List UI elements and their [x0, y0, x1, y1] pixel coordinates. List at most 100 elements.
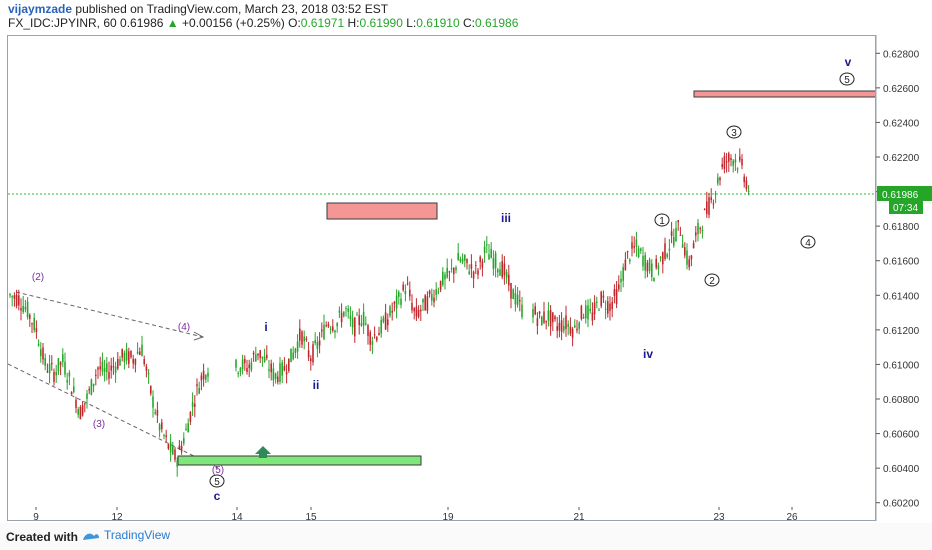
candle-body [22, 305, 24, 313]
price-tick-label: 0.60600 [883, 430, 920, 441]
candle-body [90, 379, 93, 395]
candle-body [154, 412, 156, 414]
published-text: published on TradingView.com, March 23, … [75, 2, 389, 16]
tradingview-logo-icon [82, 529, 100, 541]
candle-body [239, 367, 242, 373]
resistance-zone-2[interactable] [693, 90, 875, 98]
time-tick-label: 26 [786, 512, 798, 523]
candle-body [301, 331, 303, 345]
candle-body [461, 258, 464, 263]
candle-body [294, 348, 297, 353]
candle-body [437, 291, 440, 293]
candle-body [457, 253, 459, 261]
candle-body [679, 234, 682, 236]
candle-body [492, 258, 495, 270]
candle-body [128, 351, 130, 364]
candle-body [648, 259, 651, 271]
candle-body [55, 371, 57, 376]
candle-body [475, 264, 477, 266]
candle-body [371, 341, 374, 345]
candle-body [653, 277, 655, 282]
countdown-label: 07:34 [893, 203, 918, 214]
candle-body [433, 297, 435, 303]
price-tick-label: 0.61600 [883, 257, 920, 268]
candle-body [409, 289, 411, 297]
candle-body [18, 295, 20, 306]
candle-body [169, 441, 172, 453]
candle-body [686, 250, 688, 265]
candle-body [673, 237, 675, 246]
candle-body [472, 271, 475, 279]
candle-body [439, 280, 442, 290]
support-zone[interactable] [177, 455, 422, 466]
candle-body [494, 253, 497, 268]
candle-body [514, 292, 517, 305]
candle-body [310, 358, 312, 362]
candle-body [191, 402, 194, 407]
candle-body [35, 328, 38, 333]
chart-pane[interactable]: (2) (3) (4) (5) 5 c i ii iii iv v 1 2 3 4 5 [7, 35, 876, 521]
candle-body [675, 227, 677, 241]
candle-body [596, 301, 598, 303]
candle-body [114, 366, 117, 373]
candle-body [723, 155, 726, 169]
candle-body [119, 359, 121, 366]
wave-label: ii [313, 378, 320, 392]
candle-body [413, 308, 415, 312]
candle-body [545, 320, 547, 323]
candle-body [97, 367, 99, 370]
author-name[interactable]: vijaymzade [8, 2, 73, 16]
candle-body [332, 326, 334, 331]
candle-body [81, 405, 84, 416]
trendline-upper [15, 291, 204, 338]
candle-body [712, 203, 715, 205]
candle-body [360, 323, 363, 326]
candle-body [497, 269, 499, 273]
candle-body [646, 262, 649, 272]
candle-body [205, 375, 207, 380]
candle-body [279, 363, 281, 382]
candle-body [629, 259, 631, 262]
candle-body [481, 261, 484, 268]
candle-body [446, 267, 448, 278]
price-tick-label: 0.60200 [883, 499, 920, 510]
wave-label: v [845, 55, 852, 69]
candle-body [615, 289, 618, 304]
time-tick-label: 15 [305, 512, 317, 523]
candle-body [516, 294, 519, 305]
candle-body [88, 389, 90, 391]
wave-label: iii [501, 211, 511, 225]
candle-body [521, 304, 523, 318]
price-tick-label: 0.61800 [883, 222, 920, 233]
candle-body [77, 409, 79, 415]
candle-body [156, 409, 159, 416]
wave-label: i [264, 320, 267, 334]
candle-body [571, 328, 574, 338]
change-up-icon: ▲ [166, 16, 179, 30]
candle-body [270, 363, 272, 373]
candle-body [640, 248, 642, 251]
candle-body [565, 315, 567, 329]
candle-body [283, 365, 286, 371]
candle-body [99, 366, 101, 370]
wave-label: 1 [659, 216, 665, 227]
symbol-label[interactable]: FX_IDC:JPYINR, 60 [8, 16, 117, 30]
trendline-arrow [193, 331, 205, 341]
up-arrow-icon [255, 446, 271, 458]
candle-body [285, 372, 288, 375]
candle-body [477, 270, 479, 275]
candle-body [422, 298, 424, 303]
price-tick-label: 0.61200 [883, 326, 920, 337]
countdown-tag [889, 200, 923, 214]
candle-body [655, 258, 657, 268]
candle-body [501, 261, 503, 278]
candle-body [46, 371, 49, 373]
candle-body [9, 294, 11, 296]
candle-body [237, 372, 239, 374]
tradingview-brand[interactable]: TradingView [104, 528, 171, 542]
resistance-zone-1[interactable] [326, 202, 438, 220]
candle-body [338, 310, 341, 313]
wave-label: 5 [844, 75, 850, 86]
candle-body [196, 384, 198, 387]
